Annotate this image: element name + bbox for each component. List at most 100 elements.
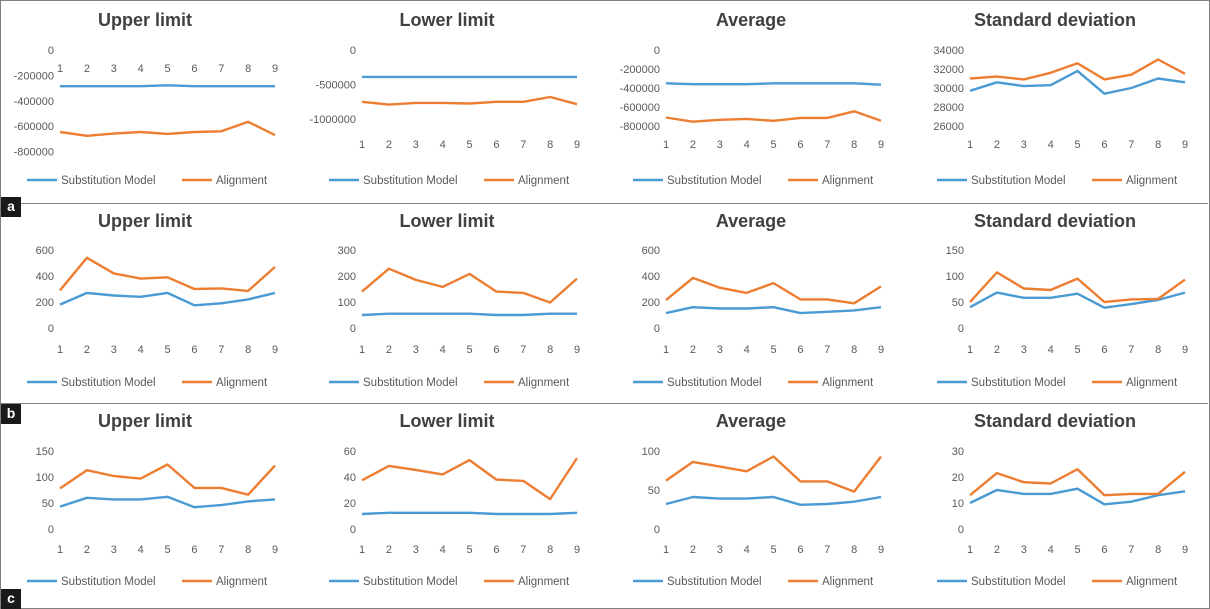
chart-title: Upper limit xyxy=(98,411,192,431)
x-tick-label: 1 xyxy=(359,544,365,556)
y-tick-label: 20 xyxy=(952,472,964,484)
chart-title: Upper limit xyxy=(98,211,192,231)
chart-b-1: Upper limit 600 400 200 01 2 3 4 5 6 7 8 9 Substituti… xyxy=(27,211,278,389)
x-tick-label: 8 xyxy=(547,139,553,151)
x-tick-label: 1 xyxy=(967,139,973,151)
x-tick-label: 8 xyxy=(1155,344,1161,356)
x-tick-label: 2 xyxy=(84,63,90,75)
x-tick-label: 8 xyxy=(245,544,251,556)
legend-label: Alignment xyxy=(822,377,874,389)
x-tick-label: 3 xyxy=(413,139,419,151)
y-tick-label: 0 xyxy=(48,323,54,335)
series-line-substitution-model xyxy=(60,84,275,88)
y-tick-label: 0 xyxy=(350,524,356,536)
x-tick-label: 3 xyxy=(1021,544,1027,556)
legend-label: Alignment xyxy=(518,175,570,187)
panel-label-b: b xyxy=(1,404,21,424)
panel-label-a: a xyxy=(1,197,21,217)
x-tick-label: 4 xyxy=(1048,344,1054,356)
x-tick-label: 8 xyxy=(245,63,251,75)
series-line-alignment xyxy=(59,463,276,496)
series-line-alignment xyxy=(665,276,882,305)
x-tick-label: 6 xyxy=(191,63,197,75)
x-tick-label: 6 xyxy=(493,544,499,556)
y-tick-label: -600000 xyxy=(620,102,660,114)
legend-label: Alignment xyxy=(518,377,570,389)
x-tick-label: 6 xyxy=(797,544,803,556)
series-line-alignment xyxy=(59,256,276,293)
x-tick-label: 3 xyxy=(717,544,723,556)
x-tick-label: 2 xyxy=(386,544,392,556)
legend-label: Substitution Model xyxy=(667,377,762,389)
chart-a-2: Lower limit 0 -500000 -1000000 1 2 3 4 5 6 7 8 9 Subs… xyxy=(310,10,581,187)
legend-label: Substitution Model xyxy=(61,377,156,389)
x-tick-label: 5 xyxy=(1074,344,1080,356)
x-tick-label: 7 xyxy=(218,544,224,556)
x-tick-label: 4 xyxy=(744,544,750,556)
x-tick-label: 1 xyxy=(57,63,63,75)
x-tick-label: 6 xyxy=(797,139,803,151)
x-tick-label: 9 xyxy=(574,139,580,151)
x-tick-label: 7 xyxy=(1128,139,1134,151)
x-tick-label: 4 xyxy=(440,544,446,556)
x-tick-label: 5 xyxy=(466,544,472,556)
series-line-substitution-model xyxy=(361,511,578,516)
x-tick-label: 5 xyxy=(164,544,170,556)
legend-label: Alignment xyxy=(822,576,874,588)
y-tick-label: 0 xyxy=(350,323,356,335)
x-tick-label: 4 xyxy=(1048,139,1054,151)
x-tick-label: 2 xyxy=(84,544,90,556)
x-tick-label: 3 xyxy=(1021,344,1027,356)
x-tick-label: 7 xyxy=(824,544,830,556)
chart-b-3: Average 600 400 200 01 2 3 4 5 6 7 8 9 Substitution M… xyxy=(633,211,884,389)
chart-c-3: Average 100 50 01 2 3 4 5 6 7 8 9 Substitution Model… xyxy=(633,411,884,588)
y-tick-label: 0 xyxy=(48,524,54,536)
series-line-alignment xyxy=(969,468,1186,497)
x-tick-label: 7 xyxy=(520,344,526,356)
y-tick-label: 30000 xyxy=(933,83,964,95)
x-tick-label: 1 xyxy=(359,139,365,151)
y-tick-label: -500000 xyxy=(316,80,356,92)
series-line-substitution-model xyxy=(59,291,276,307)
series-line-alignment xyxy=(665,455,882,493)
x-tick-label: 5 xyxy=(770,344,776,356)
x-tick-label: 2 xyxy=(690,544,696,556)
x-tick-label: 8 xyxy=(1155,139,1161,151)
x-tick-label: 2 xyxy=(994,139,1000,151)
series-line-substitution-model xyxy=(665,306,882,315)
x-tick-label: 6 xyxy=(1101,544,1107,556)
x-tick-label: 6 xyxy=(1101,344,1107,356)
x-tick-label: 5 xyxy=(164,344,170,356)
x-tick-label: 4 xyxy=(1048,544,1054,556)
chart-c-2: Lower limit 60 40 20 01 2 3 4 5 6 7 8 9 Substitution … xyxy=(329,411,580,588)
x-tick-label: 8 xyxy=(851,139,857,151)
x-tick-label: 9 xyxy=(878,344,884,356)
x-tick-label: 3 xyxy=(111,544,117,556)
legend-label: Alignment xyxy=(216,377,268,389)
series-line-alignment xyxy=(969,271,1186,304)
y-tick-label: 32000 xyxy=(933,64,964,76)
series-line-substitution-model xyxy=(665,495,882,506)
x-tick-label: 8 xyxy=(245,344,251,356)
y-tick-label: 200 xyxy=(642,297,660,309)
x-tick-label: 2 xyxy=(690,139,696,151)
chart-a-1: Upper limit 0 -200000 -400000 -600000 -800000… xyxy=(14,10,278,187)
x-tick-label: 6 xyxy=(797,344,803,356)
series-line-alignment xyxy=(361,95,578,106)
legend-label: Substitution Model xyxy=(61,175,156,187)
series-line-alignment xyxy=(361,457,579,501)
y-tick-label: 300 xyxy=(338,245,356,257)
x-tick-label: 8 xyxy=(547,544,553,556)
y-tick-label: -1000000 xyxy=(310,114,357,126)
chart-title: Lower limit xyxy=(399,411,494,431)
y-tick-label: 60 xyxy=(344,446,356,458)
x-tick-label: 4 xyxy=(744,139,750,151)
y-tick-label: 150 xyxy=(36,446,54,458)
legend-label: Substitution Model xyxy=(363,175,458,187)
y-tick-label: 0 xyxy=(48,45,54,57)
x-tick-label: 2 xyxy=(994,344,1000,356)
x-tick-label: 9 xyxy=(574,344,580,356)
x-tick-label: 1 xyxy=(967,344,973,356)
x-tick-label: 2 xyxy=(386,344,392,356)
